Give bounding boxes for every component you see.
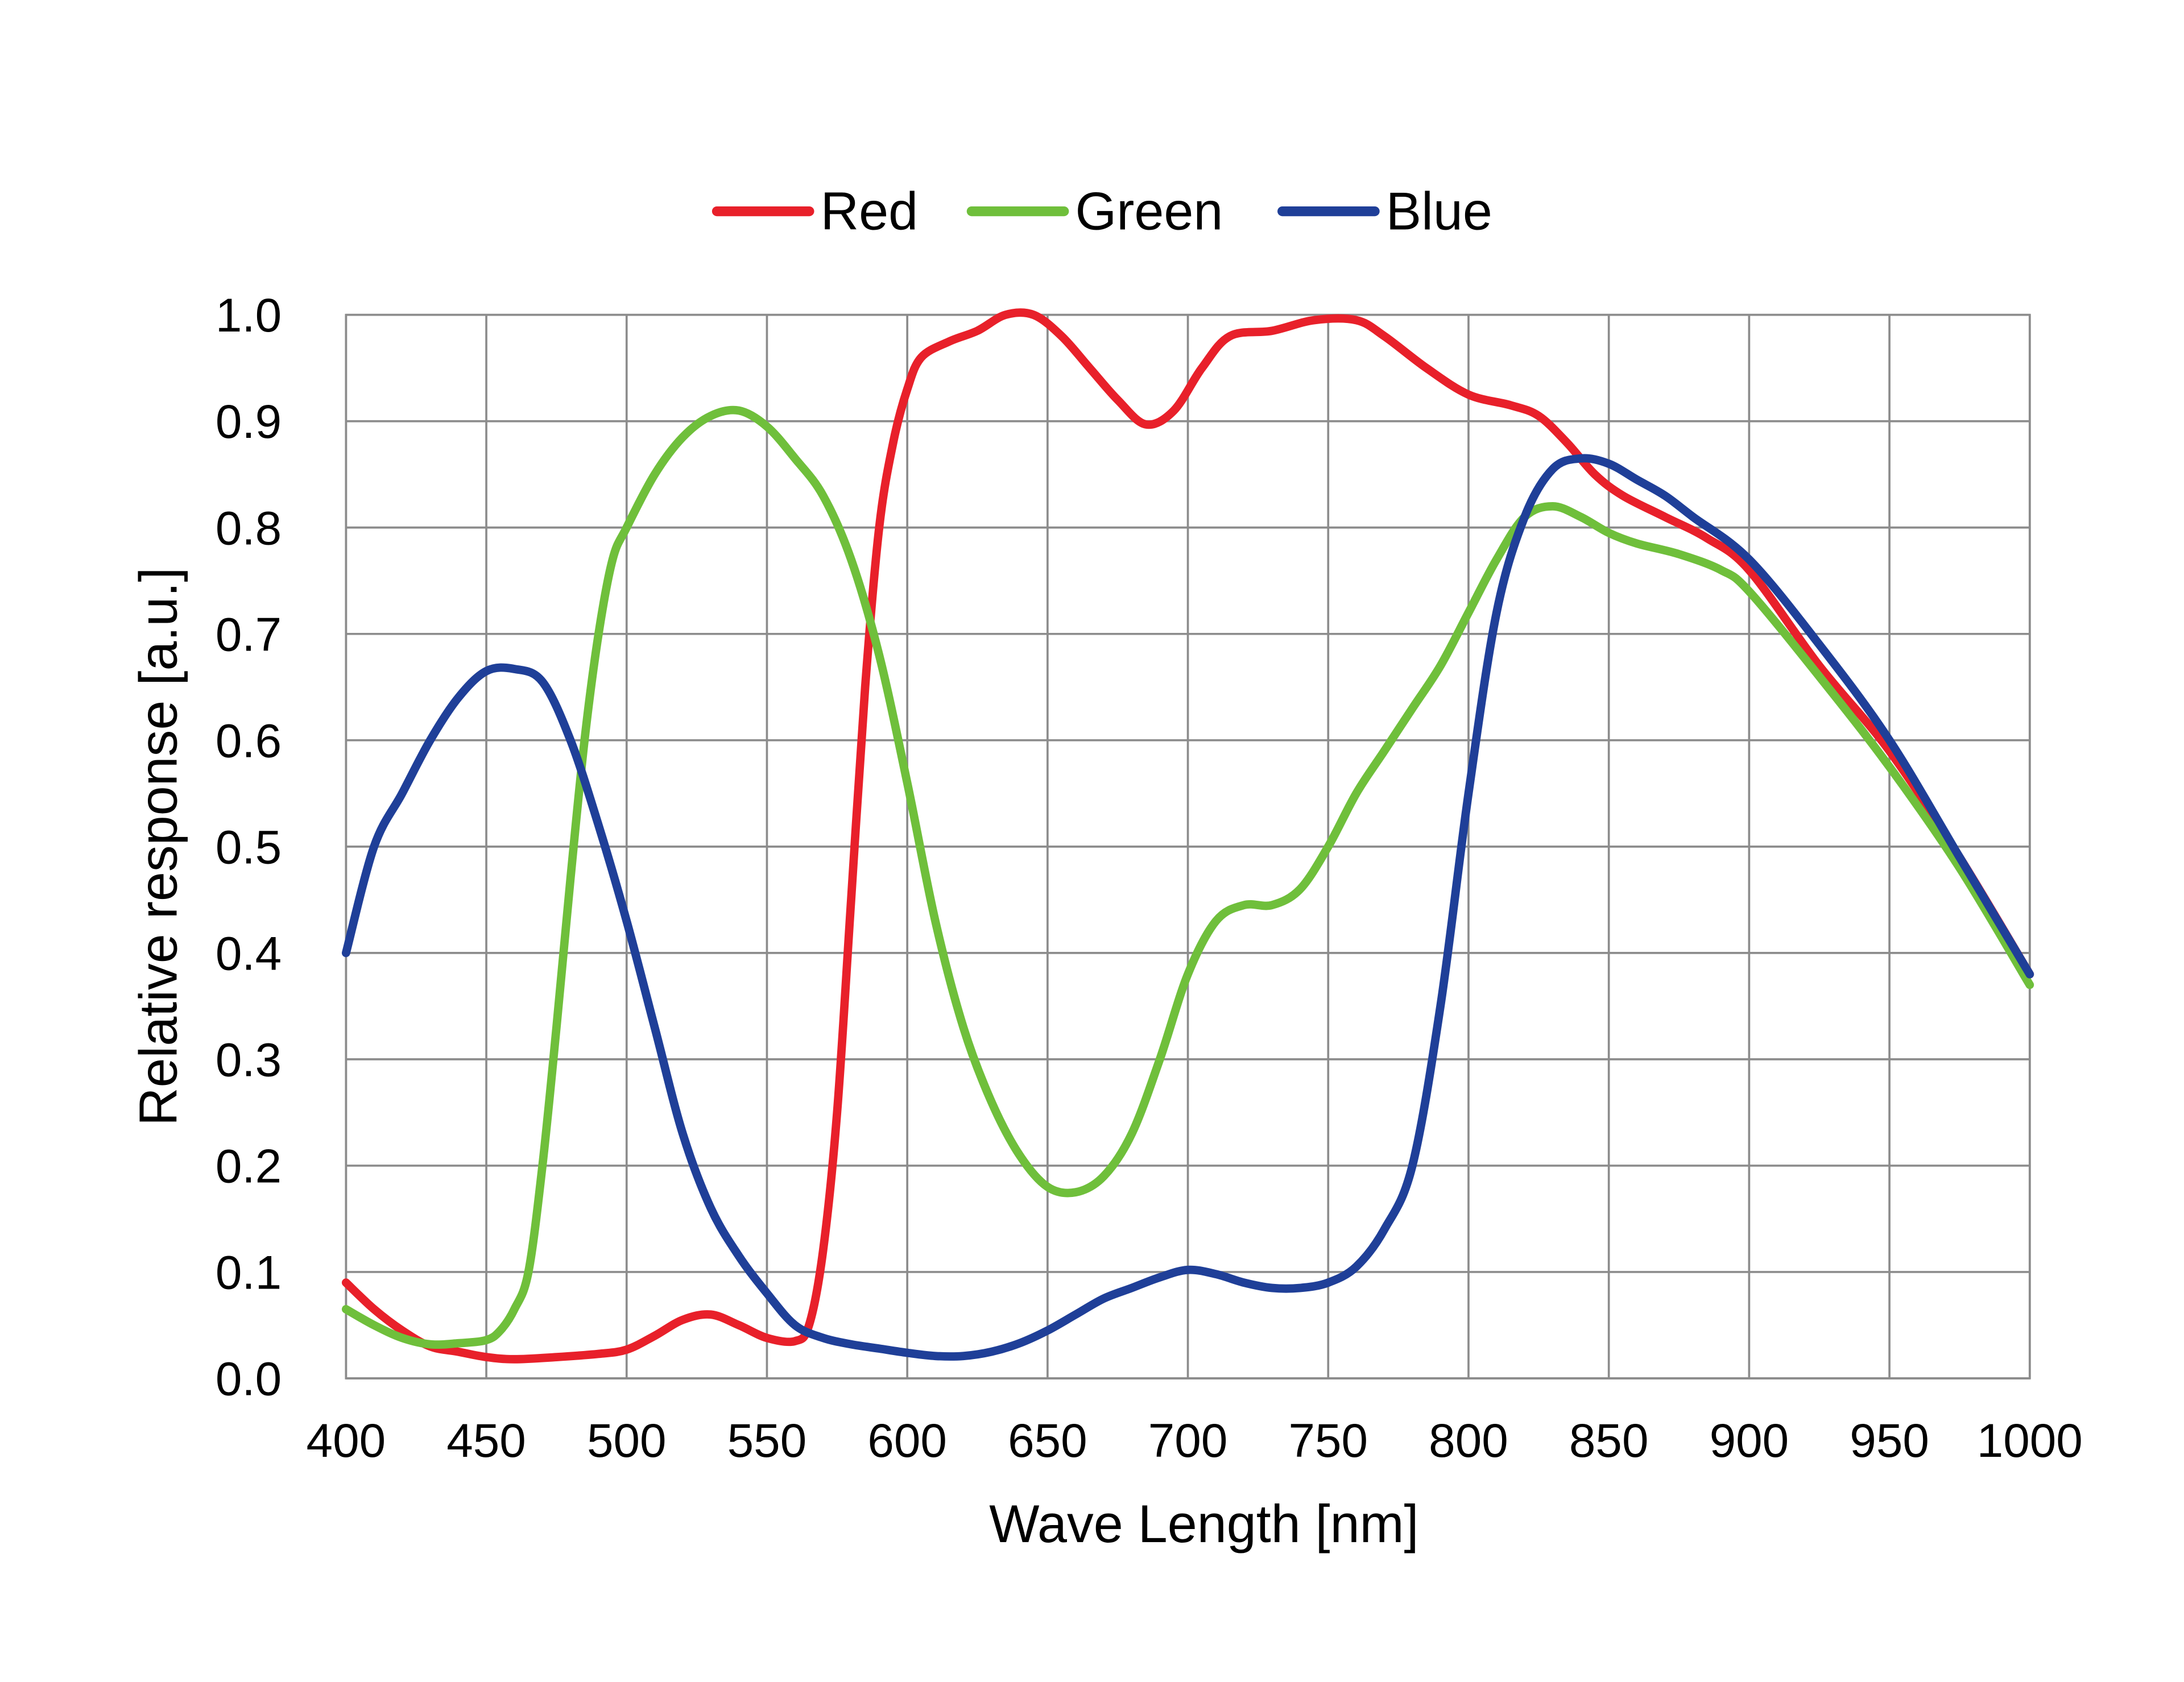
plot-frame: [345, 313, 2031, 1379]
x-tick-label: 750: [1288, 1414, 1368, 1467]
series-line-blue: [341, 454, 2034, 1361]
y-axis-label: Relative response [a.u.]: [129, 567, 188, 1126]
y-tick-label: 0.3: [216, 1033, 282, 1086]
series-line-red: [341, 308, 2034, 1364]
y-tick-label: 0.9: [216, 395, 282, 448]
y-tick-labels: 0.0 0.1 0.2 0.3 0.4 0.5 0.6 0.7 0.8 0.9 1.0: [216, 288, 282, 1405]
y-tick-label: 0.4: [216, 926, 282, 980]
x-tick-label: 800: [1429, 1414, 1508, 1467]
y-tick-label: 0.1: [216, 1245, 282, 1299]
x-tick-label: 850: [1569, 1414, 1649, 1467]
grid: [345, 313, 2031, 1379]
legend-label-green: Green: [1075, 181, 1223, 241]
x-tick-label: 900: [1710, 1414, 1789, 1467]
x-tick-label: 1000: [1977, 1414, 2083, 1467]
y-tick-label: 0.0: [216, 1352, 282, 1406]
series-lines: [341, 308, 2034, 1364]
x-tick-label: 400: [307, 1414, 386, 1467]
x-tick-label: 650: [1008, 1414, 1087, 1467]
y-tick-label: 0.6: [216, 714, 282, 767]
x-tick-label: 550: [727, 1414, 807, 1467]
x-tick-label: 950: [1850, 1414, 1929, 1467]
series-line-green: [341, 405, 2034, 1349]
x-tick-label: 450: [446, 1414, 526, 1467]
y-tick-label: 0.2: [216, 1139, 282, 1192]
x-tick-label: 500: [587, 1414, 667, 1467]
x-tick-label: 600: [867, 1414, 947, 1467]
x-tick-label: 700: [1148, 1414, 1228, 1467]
legend-label-blue: Blue: [1386, 181, 1492, 241]
y-tick-label: 0.8: [216, 501, 282, 554]
x-axis-label: Wave Length [nm]: [989, 1494, 1418, 1553]
x-tick-labels: 400 450 500 550 600 650 700 750 800 850 900 950 1000: [307, 1414, 2083, 1467]
y-tick-label: 1.0: [216, 288, 282, 342]
y-tick-label: 0.7: [216, 607, 282, 661]
legend-label-red: Red: [821, 181, 919, 241]
legend: Red Green Blue: [712, 181, 1492, 241]
y-tick-label: 0.5: [216, 820, 282, 873]
